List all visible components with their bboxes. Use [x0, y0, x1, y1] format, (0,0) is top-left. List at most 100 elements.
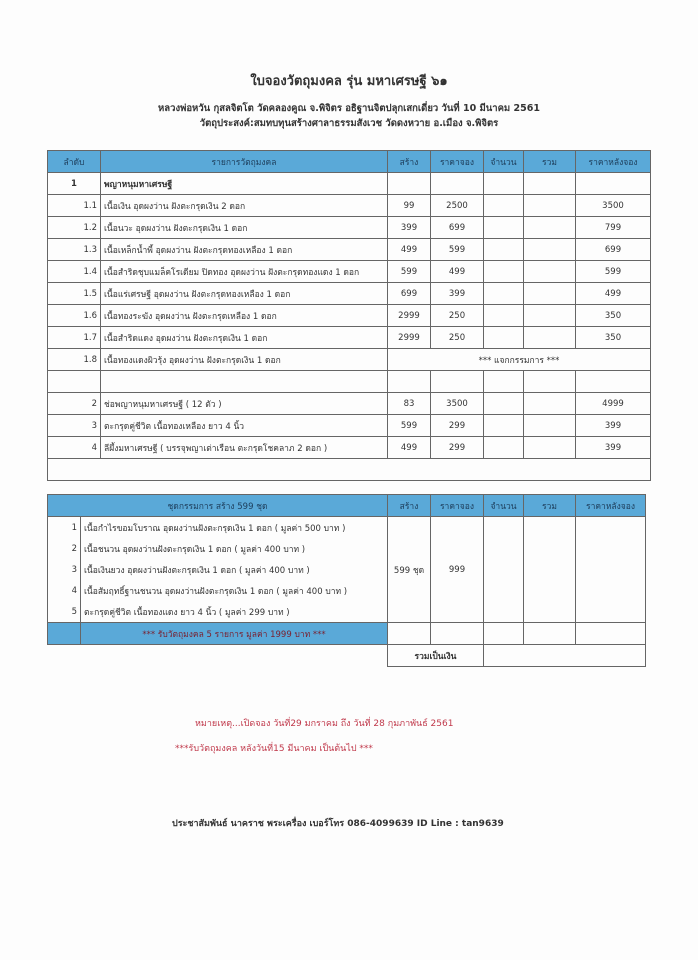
sum-cell[interactable]	[523, 304, 576, 327]
row-number: 1.6	[47, 304, 101, 327]
table-row: 1.2 เนื้อนวะ อุดผงว่าน ฝังตะกรุดเงิน 1 ดอ…	[47, 216, 651, 239]
row-number: 1.1	[47, 194, 101, 217]
column-header: รวม	[523, 494, 577, 517]
after-price: 399	[575, 414, 651, 437]
row-number	[47, 370, 101, 393]
quantity-cell[interactable]	[483, 516, 525, 623]
after-price: 350	[575, 326, 651, 349]
column-header: ราคาจอง	[430, 150, 484, 173]
sum-cell[interactable]	[523, 392, 576, 415]
created-count	[387, 172, 431, 195]
quantity-cell[interactable]	[483, 370, 524, 393]
quantity-cell[interactable]	[483, 194, 524, 217]
sum-cell[interactable]	[523, 260, 576, 283]
booking-price: 599	[430, 238, 484, 261]
row-number: 1.5	[47, 282, 101, 305]
booking-price: 299	[430, 436, 484, 459]
item-name: เนื้อชนวน อุดผงว่านฝังตะกรุดเงิน 1 ดอก (…	[79, 538, 389, 559]
created-count: 599	[387, 414, 431, 437]
table-row: 1.7 เนื้อสำริดแดง อุดผงว่าน ฝังตะกรุดเงิน…	[47, 326, 651, 349]
table-row: 2 ช่อพญาหนุมหาเศรษฐี ( 12 ตัว ) 83 3500 4999	[47, 392, 651, 415]
set-item-row: 2 เนื้อชนวน อุดผงว่านฝังตะกรุดเงิน 1 ดอก …	[47, 538, 646, 559]
item-name: เนื้อกำไรขอมโบราณ อุดผงว่านฝังตะกรุดเงิน…	[79, 516, 389, 538]
sum-cell[interactable]	[523, 238, 576, 261]
quantity-cell[interactable]	[483, 436, 524, 459]
item-name: เนื้อสำริดแดง อุดผงว่าน ฝังตะกรุดเงิน 1 …	[100, 326, 388, 349]
row-number: 1.7	[47, 326, 101, 349]
booking-price: 2500	[430, 194, 484, 217]
quantity-cell[interactable]	[483, 238, 524, 261]
after-price: 599	[575, 260, 651, 283]
sum-cell[interactable]	[523, 370, 576, 393]
column-header: สร้าง	[387, 494, 432, 517]
empty-cell	[483, 622, 525, 645]
item-number: 1	[47, 516, 81, 538]
after-price: 799	[575, 216, 651, 239]
sum-cell[interactable]	[523, 436, 576, 459]
booking-period-note: หมายเหตุ...เปิดจอง วันที่29 มกราคม ถึง ว…	[195, 719, 454, 729]
pickup-date-note: ***รับวัตถุมงคล หลังวันที่15 มีนาคม เป็น…	[175, 744, 373, 754]
column-header: รายการวัตถุมงคล	[100, 150, 388, 173]
item-name: พญาหนุมหาเศรษฐี	[100, 172, 388, 195]
row-number: 1	[47, 172, 101, 195]
column-header: ราคาหลังจอง	[575, 150, 651, 173]
sum-cell[interactable]	[523, 216, 576, 239]
spacer-row	[47, 458, 651, 481]
column-header: จำนวน	[483, 494, 525, 517]
quantity-cell[interactable]	[483, 172, 524, 195]
created-count: 99	[387, 194, 431, 217]
column-header: ราคาจอง	[430, 494, 485, 517]
sum-cell[interactable]	[523, 282, 576, 305]
after-price: 3500	[575, 194, 651, 217]
quantity-cell[interactable]	[483, 326, 524, 349]
after-price: 4999	[575, 392, 651, 415]
table-row: 1.1 เนื้อเงิน อุดผงว่าน ฝังตะกรุดเงิน 2 ด…	[47, 194, 651, 217]
after-price: 699	[575, 238, 651, 261]
sum-cell[interactable]	[523, 414, 576, 437]
booking-price: 250	[430, 326, 484, 349]
quantity-cell[interactable]	[483, 260, 524, 283]
set-footer-row: *** รับวัตถุมงคล 5 รายการ มูลค่า 1999 บา…	[47, 622, 647, 645]
quantity-cell[interactable]	[483, 282, 524, 305]
blank	[48, 645, 388, 667]
sum-cell[interactable]	[523, 194, 576, 217]
total-row: รวมเป็นเงิน	[48, 644, 647, 667]
item-name: ลีผึ้งมหาเศรษฐี ( บรรจุพญาเต่าเรือน ตะกร…	[100, 436, 388, 459]
item-name: เนื้อสำริดชุบแมล็คโรเดียม ปิดทอง อุดผงว่…	[100, 260, 388, 283]
column-header: จำนวน	[483, 150, 524, 173]
after-price	[575, 370, 651, 393]
total-amount-field[interactable]	[483, 644, 647, 667]
row-number: 1.3	[47, 238, 101, 261]
sum-cell[interactable]	[523, 172, 576, 195]
item-name: เนื้อนวะ อุดผงว่าน ฝังตะกรุดเงิน 1 ดอก	[100, 216, 388, 239]
created-count: 699	[387, 282, 431, 305]
quantity-cell[interactable]	[483, 414, 524, 437]
created-count: 599 ชุด	[387, 516, 432, 623]
booking-price: 999	[430, 516, 485, 623]
empty-cell	[575, 622, 647, 645]
item-number: 5	[47, 601, 81, 623]
row-number: 1.8	[47, 348, 101, 371]
column-header: รวม	[523, 150, 576, 173]
quantity-cell[interactable]	[483, 216, 524, 239]
footer-spacer	[47, 622, 81, 645]
item-name: เนื้อเหล็กน้ำพี้ อุดผงว่าน ฝังตะกรุดทองเ…	[100, 238, 388, 261]
item-number: 2	[47, 538, 81, 559]
table-header-row: ชุดกรรมการ สร้าง 599 ชุด สร้าง ราคาจอง จำนว…	[46, 494, 647, 517]
contact-info: ประชาสัมพันธ์ นาคราช พระเครื่อง เบอร์โทร…	[172, 819, 504, 829]
after-price	[575, 172, 651, 195]
item-name: เนื้อทองแดงผิวรุ้ง อุดผงว่าน ฝังตะกรุดเง…	[100, 348, 388, 371]
booking-price: 250	[430, 304, 484, 327]
sum-cell[interactable]	[523, 516, 577, 623]
quantity-cell[interactable]	[483, 392, 524, 415]
row-number: 4	[47, 436, 101, 459]
booking-price: 3500	[430, 392, 484, 415]
booking-price: 399	[430, 282, 484, 305]
table-row: 1.5 เนื้อแร่เศรษฐี อุดผงว่าน ฝังตะกรุดทอง…	[47, 282, 651, 305]
sum-cell[interactable]	[523, 326, 576, 349]
table-row: 1 พญาหนุมหาเศรษฐี	[47, 172, 651, 195]
created-count: 2999	[387, 304, 431, 327]
quantity-cell[interactable]	[483, 304, 524, 327]
set-header: ชุดกรรมการ สร้าง 599 ชุด	[46, 494, 389, 517]
set-footer: *** รับวัตถุมงคล 5 รายการ มูลค่า 1999 บา…	[79, 622, 389, 645]
